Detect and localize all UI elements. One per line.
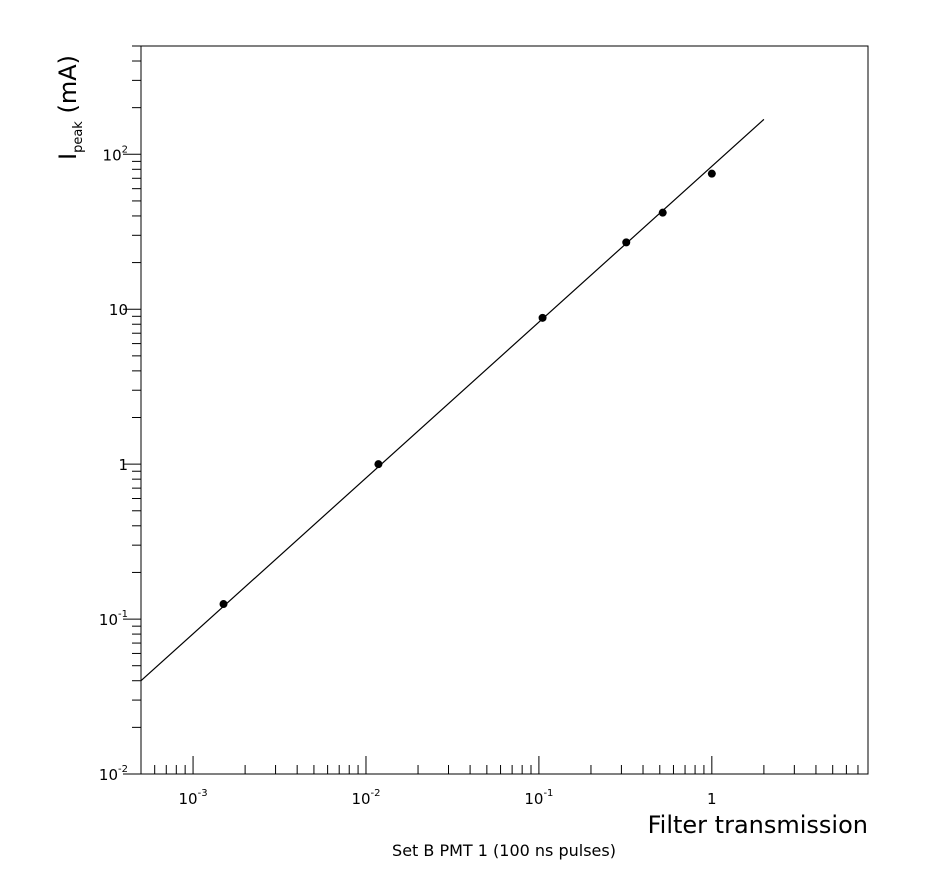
chart-caption: Set B PMT 1 (100 ns pulses) — [392, 841, 616, 860]
data-point — [707, 169, 716, 178]
data-point — [622, 238, 631, 247]
y-tick-label: 102 — [103, 144, 128, 164]
tick-marks — [123, 45, 869, 775]
fit-line — [140, 118, 765, 682]
x-tick-label: 10-3 — [179, 788, 208, 808]
x-tick-label: 10-2 — [351, 788, 380, 808]
x-axis-title: Filter transmission — [648, 811, 868, 839]
x-tick-labels: 10-3 10-2 10-1 1 — [179, 788, 717, 808]
y-axis-title-space — [54, 114, 82, 122]
y-axis-title-text: Ipeak (mA) — [54, 55, 86, 160]
y-axis-title-sub: peak — [71, 121, 86, 153]
x-tick-label: 1 — [707, 790, 717, 808]
data-points — [219, 169, 716, 609]
y-tick-label: 10-1 — [99, 609, 128, 629]
y-axis-title: Ipeak (mA) — [54, 55, 86, 160]
data-point — [538, 313, 547, 322]
y-axis-title-unit: (mA) — [54, 55, 82, 114]
y-tick-label: 1 — [118, 456, 128, 474]
y-tick-labels: 10-2 10-1 1 10 102 — [99, 144, 128, 784]
y-tick-label: 10 — [109, 301, 128, 319]
data-point — [219, 600, 228, 609]
y-axis-title-main: I — [54, 153, 82, 160]
plot-frame — [140, 45, 869, 775]
y-tick-label: 10-2 — [99, 764, 128, 784]
x-tick-label: 10-1 — [524, 788, 553, 808]
data-point — [658, 208, 667, 217]
data-point — [374, 460, 383, 469]
